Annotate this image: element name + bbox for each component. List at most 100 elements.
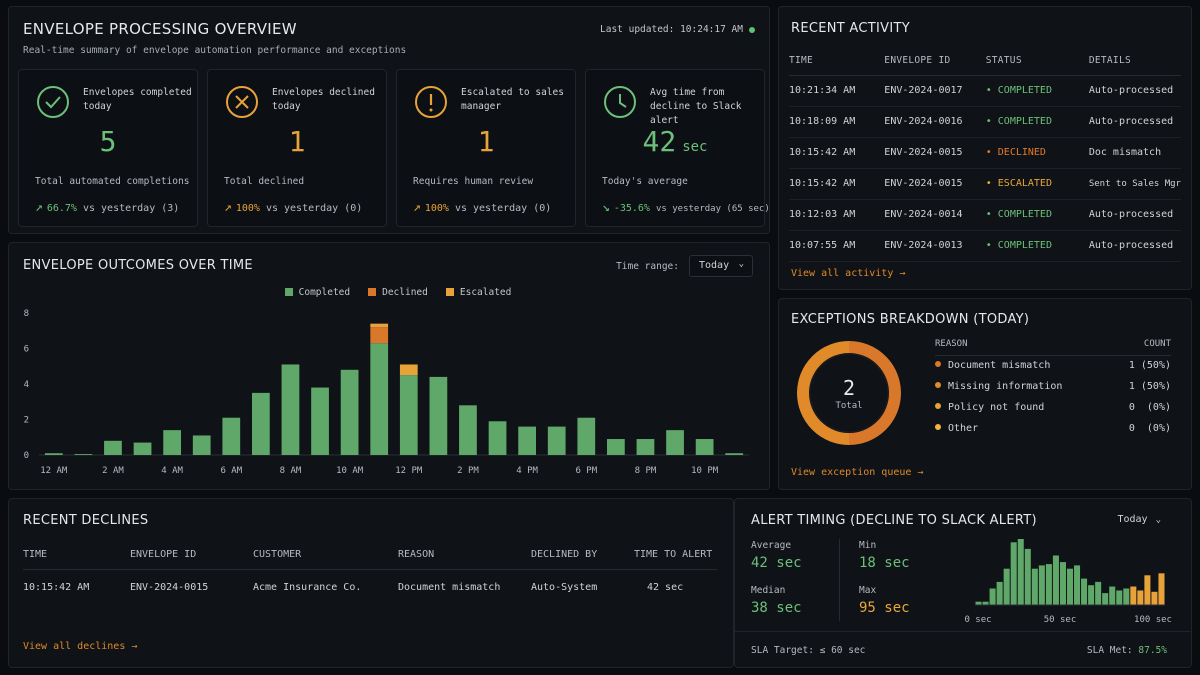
donut-total-label: Total (835, 401, 863, 411)
declines-header: REASON (398, 541, 531, 570)
bar-completed (311, 387, 329, 455)
stat-max-value: 95 sec (859, 600, 910, 616)
reason-label: Policy not found (948, 402, 1045, 413)
kpi-trend-value: -35.6% (613, 203, 650, 214)
x-tick-label: 12 AM (40, 466, 68, 476)
histogram-bin (1010, 542, 1017, 605)
activity-time: 10:07:55 AM (789, 230, 885, 262)
activity-envelope-id[interactable]: ENV-2024-0013 (884, 230, 986, 262)
reason-header: REASON (935, 333, 1113, 356)
bar-completed (252, 392, 270, 455)
kpi-trend-value: 100% (424, 203, 449, 214)
stat-average-value: 42 sec (751, 555, 802, 571)
status-dot: • (985, 85, 998, 96)
histogram-bin (1059, 562, 1066, 605)
activity-envelope-id[interactable]: ENV-2024-0015 (884, 168, 986, 200)
x-tick-label: 2 AM (102, 466, 124, 476)
table-row[interactable]: 10:15:42 AM ENV-2024-0015 • ESCALATED Sent … (789, 168, 1181, 200)
exceptions-panel: EXCEPTIONS BREAKDOWN (TODAY) 2 Total REA… (778, 298, 1192, 490)
activity-envelope-id[interactable]: ENV-2024-0014 (884, 199, 986, 231)
list-item: Other 0 (0%) (935, 418, 1171, 439)
activity-details: Sent to Sales Mgr (1088, 168, 1181, 200)
timing-range-dropdown[interactable]: Today ⌄ (1117, 514, 1161, 525)
table-row[interactable]: 10:15:42 AM ENV-2024-0015 Acme Insurance C… (23, 569, 717, 605)
kpi-description: Total declined (224, 176, 305, 187)
sla-target: SLA Target: ≤ 60 sec (751, 645, 866, 656)
x-tick-label: 6 AM (220, 466, 242, 476)
stat-median-value: 38 sec (751, 600, 802, 616)
time-range-value: Today (699, 260, 730, 271)
table-row[interactable]: 10:07:55 AM ENV-2024-0013 • COMPLETED Auto-… (789, 230, 1181, 262)
y-tick-label: 6 (24, 345, 29, 355)
kpi-trend-comparison: vs yesterday (0) (265, 203, 363, 214)
stat-median: Median 38 sec (751, 585, 802, 616)
activity-time: 10:12:03 AM (789, 199, 885, 231)
bar-completed (695, 439, 714, 455)
histogram-bin (1081, 578, 1088, 605)
activity-details: Auto-processed (1088, 230, 1181, 262)
activity-header: TIME (789, 47, 885, 76)
donut-inner-ring (809, 353, 889, 433)
kpi-label: Escalated to sales manager (461, 87, 564, 112)
legend-label: Declined (382, 287, 428, 298)
bar-completed (370, 343, 389, 455)
decline-reason: Document mismatch (398, 581, 501, 593)
alert-timing-histogram: 0 sec 50 sec 100 sec (965, 539, 1172, 625)
bar-completed (281, 364, 300, 455)
list-item: Missing information 1 (50%) (935, 376, 1171, 397)
bar-completed (399, 375, 418, 455)
activity-header: DETAILS (1088, 47, 1181, 76)
timing-title: ALERT TIMING (DECLINE TO SLACK ALERT) (751, 513, 1037, 528)
table-row[interactable]: 10:12:03 AM ENV-2024-0014 • COMPLETED Auto-… (789, 199, 1181, 231)
alert-circle-icon (415, 86, 447, 118)
trend-up-icon: ↗ (35, 200, 43, 215)
last-updated-text: Last updated: 10:24:17 AM (600, 24, 743, 35)
exception-count: 1 (50%) (1128, 360, 1171, 372)
activity-envelope-id[interactable]: ENV-2024-0016 (884, 106, 986, 138)
x-tick-label: 4 AM (161, 466, 183, 476)
decline-envelope-id[interactable]: ENV-2024-0015 (130, 581, 209, 593)
activity-details: Auto-processed (1088, 75, 1181, 107)
x-tick-label: 10 AM (336, 466, 364, 476)
outcomes-chart: 0 2 4 6 8 12 AM 2 AM 4 AM 6 AM 8 AM 10 AM 12 PM 2 PM… (24, 309, 749, 476)
histogram-bin (1130, 586, 1137, 605)
view-exception-queue-link[interactable]: View exception queue → (791, 467, 924, 478)
time-range-dropdown[interactable]: Today ⌄ (689, 255, 753, 277)
activity-status: • ESCALATED (985, 168, 1089, 200)
view-all-declines-link[interactable]: View all declines → (23, 641, 138, 652)
x-tick-label: 2 PM (457, 466, 479, 476)
legend-label: Completed (298, 287, 351, 298)
kpi-description: Today's average (602, 176, 688, 187)
status-dot: • (985, 209, 998, 220)
kpi-label: Envelopes completed today (83, 87, 192, 112)
declines-header: ENVELOPE ID (130, 541, 253, 570)
stat-median-label: Median (751, 585, 786, 596)
live-status-dot (749, 26, 755, 33)
activity-envelope-id[interactable]: ENV-2024-0015 (884, 137, 986, 169)
histogram-bin (1024, 548, 1031, 605)
activity-status: • DECLINED (985, 137, 1089, 169)
view-all-activity-link[interactable]: View all activity → (791, 268, 906, 279)
histogram-bin (1116, 590, 1123, 605)
kpi-value: 1 (397, 125, 575, 158)
table-row[interactable]: 10:21:34 AM ENV-2024-0017 • COMPLETED Auto-… (789, 75, 1181, 107)
bar-completed (666, 430, 684, 455)
status-badge: COMPLETED (997, 240, 1052, 251)
reason-label: Document mismatch (948, 360, 1051, 372)
bar-escalated (399, 364, 418, 376)
x-tick-label: 8 AM (280, 466, 302, 476)
alert-timing-panel: ALERT TIMING (DECLINE TO SLACK ALERT) To… (734, 498, 1192, 668)
status-badge: ESCALATED (997, 178, 1052, 189)
kpi-trend: ↗ 66.7% vs yesterday (3) (35, 200, 179, 215)
table-row[interactable]: 10:15:42 AM ENV-2024-0015 • DECLINED Doc mi… (789, 137, 1181, 169)
x-tick-label: 8 PM (635, 466, 657, 476)
kpi-value-number: 1 (477, 125, 495, 158)
histogram-bin (1095, 581, 1102, 605)
stat-max-label: Max (859, 585, 877, 596)
kpi-value-number: 5 (99, 125, 117, 158)
kpi-description: Total automated completions (35, 176, 190, 187)
activity-time: 10:15:42 AM (789, 137, 885, 169)
table-row[interactable]: 10:18:09 AM ENV-2024-0016 • COMPLETED Auto-… (789, 106, 1181, 138)
declines-header: CUSTOMER (253, 541, 398, 570)
activity-envelope-id[interactable]: ENV-2024-0017 (884, 75, 986, 107)
